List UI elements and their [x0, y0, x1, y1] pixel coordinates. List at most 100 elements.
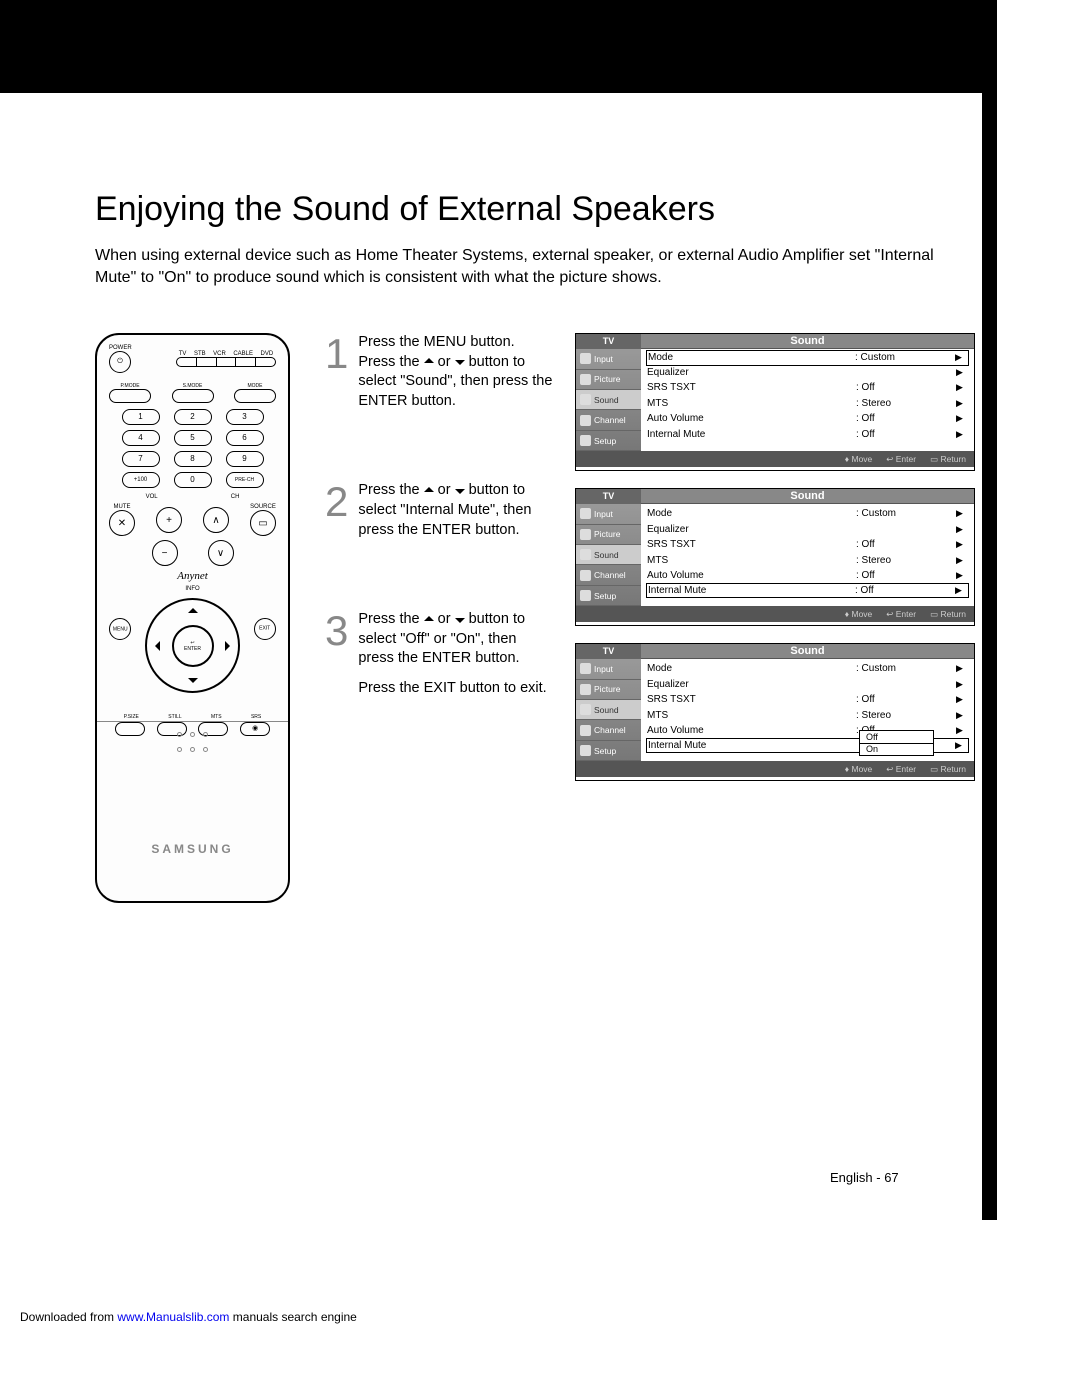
osd-title: Sound — [641, 644, 974, 659]
osd-icon — [580, 725, 591, 736]
step-number: 3 — [325, 610, 348, 708]
osd-tv-label: TV — [576, 489, 641, 504]
osd-icon — [580, 529, 591, 540]
osd-sidebar: InputPictureSoundChannelSetup — [576, 659, 641, 761]
frame-top — [0, 0, 997, 93]
osd-main: Mode: Custom▶Equalizer▶SRS TSXT: Off▶MTS… — [641, 349, 974, 451]
osd-tv-label: TV — [576, 334, 641, 349]
osd-row: Mode: Custom▶ — [646, 350, 969, 366]
osd-tv-label: TV — [576, 644, 641, 659]
exit-button: EXIT — [249, 614, 280, 645]
osd-sidebar: InputPictureSoundChannelSetup — [576, 349, 641, 451]
osd-row: MTS: Stereo▶ — [647, 708, 968, 724]
enter-button: ↩ENTER — [172, 625, 214, 667]
remote-lower: SAMSUNG — [97, 721, 288, 901]
osd-column: TVSound InputPictureSoundChannelSetupMod… — [575, 333, 990, 903]
osd-screenshot: TVSound InputPictureSoundChannelSetupMod… — [575, 488, 975, 626]
footer-link[interactable]: www.Manualslib.com — [117, 1310, 229, 1324]
osd-row: Internal Mute: Off▶ — [646, 583, 969, 599]
step-number: 2 — [325, 481, 348, 550]
osd-side-item: Picture — [576, 525, 641, 545]
step-2: 2 Press the or button to select "Interna… — [325, 481, 555, 550]
step-text: Press the MENU button.Press the or butto… — [358, 333, 555, 411]
vol-down: − — [152, 540, 178, 566]
osd-row: Internal Mute: Off▶ — [647, 427, 968, 443]
page-number: English - 67 — [830, 1170, 899, 1185]
osd-row: Equalizer▶ — [647, 365, 968, 381]
osd-row: Equalizer▶ — [647, 522, 968, 538]
osd-side-item: Channel — [576, 565, 641, 585]
osd-footer: ♦ Move↩ Enter▭ Return — [576, 761, 974, 777]
osd-side-item: Channel — [576, 720, 641, 740]
osd-icon — [580, 684, 591, 695]
osd-title: Sound — [641, 334, 974, 349]
osd-row: Mode: Custom▶ — [647, 506, 968, 522]
osd-row: SRS TSXT: Off▶ — [647, 692, 968, 708]
step-1: 1 Press the MENU button.Press the or but… — [325, 333, 555, 421]
osd-row: Mode: Custom▶ — [647, 661, 968, 677]
osd-sidebar: InputPictureSoundChannelSetup — [576, 504, 641, 606]
osd-icon — [580, 394, 591, 405]
osd-icon — [580, 570, 591, 581]
osd-title: Sound — [641, 489, 974, 504]
osd-side-item: Sound — [576, 390, 641, 410]
step-number: 1 — [325, 333, 348, 421]
power-button: ⏻ — [109, 351, 131, 373]
menu-button: MENU — [104, 614, 135, 645]
steps-column: 1 Press the MENU button.Press the or but… — [325, 333, 555, 903]
page-content: Enjoying the Sound of External Speakers … — [95, 190, 975, 903]
osd-side-item: Setup — [576, 431, 641, 451]
osd-side-item: Setup — [576, 586, 641, 606]
osd-icon — [580, 353, 591, 364]
osd-row: MTS: Stereo▶ — [647, 396, 968, 412]
osd-side-item: Picture — [576, 370, 641, 390]
source-button: ▭ — [250, 510, 276, 536]
osd-icon — [580, 415, 591, 426]
osd-row: Auto Volume: Off▶ — [647, 568, 968, 584]
osd-popup: OffOn — [859, 730, 934, 756]
osd-side-item: Input — [576, 349, 641, 369]
osd-row: SRS TSXT: Off▶ — [647, 380, 968, 396]
mute-button: ✕ — [109, 510, 135, 536]
osd-main: Mode: Custom▶Equalizer▶SRS TSXT: Off▶MTS… — [641, 504, 974, 606]
osd-icon — [580, 549, 591, 560]
remote-illustration: POWER ⏻ TV STB VCR CABLE DVD — [95, 333, 290, 903]
step-text: Press the or button to select "Internal … — [358, 481, 555, 540]
page-title: Enjoying the Sound of External Speakers — [95, 190, 975, 229]
footer: Downloaded from www.Manualslib.com manua… — [20, 1310, 357, 1324]
power-label: POWER — [109, 345, 132, 351]
step-text: Press the or button to select "Off" or "… — [358, 610, 555, 669]
content-row: POWER ⏻ TV STB VCR CABLE DVD — [95, 333, 975, 903]
osd-row: Equalizer▶ — [647, 677, 968, 693]
osd-row: MTS: Stereo▶ — [647, 553, 968, 569]
osd-icon — [580, 745, 591, 756]
anynet-label: Anynet — [109, 570, 276, 582]
step-text: Press the EXIT button to exit. — [358, 679, 555, 699]
vol-up: + — [156, 507, 182, 533]
osd-icon — [580, 374, 591, 385]
osd-icon — [580, 435, 591, 446]
osd-side-item: Channel — [576, 410, 641, 430]
osd-side-item: Input — [576, 504, 641, 524]
osd-row: SRS TSXT: Off▶ — [647, 537, 968, 553]
osd-icon — [580, 704, 591, 715]
intro-text: When using external device such as Home … — [95, 245, 975, 288]
step-3: 3 Press the or button to select "Off" or… — [325, 610, 555, 708]
osd-screenshot: TVSound InputPictureSoundChannelSetupMod… — [575, 333, 975, 471]
osd-screenshot: TVSound InputPictureSoundChannelSetupMod… — [575, 643, 975, 781]
osd-side-item: Sound — [576, 700, 641, 720]
numpad: 123 456 789 +1000PRE-CH — [109, 409, 276, 488]
ch-up: ∧ — [203, 507, 229, 533]
nav-ring: ↩ENTER — [145, 598, 240, 693]
osd-side-item: Setup — [576, 741, 641, 761]
osd-footer: ♦ Move↩ Enter▭ Return — [576, 606, 974, 622]
osd-row: Auto Volume: Off▶ — [647, 411, 968, 427]
osd-icon — [580, 508, 591, 519]
osd-footer: ♦ Move↩ Enter▭ Return — [576, 451, 974, 467]
osd-icon — [580, 663, 591, 674]
brand-logo: SAMSUNG — [97, 842, 288, 856]
mode-switch — [176, 357, 276, 367]
osd-side-item: Sound — [576, 545, 641, 565]
osd-side-item: Picture — [576, 680, 641, 700]
osd-side-item: Input — [576, 659, 641, 679]
